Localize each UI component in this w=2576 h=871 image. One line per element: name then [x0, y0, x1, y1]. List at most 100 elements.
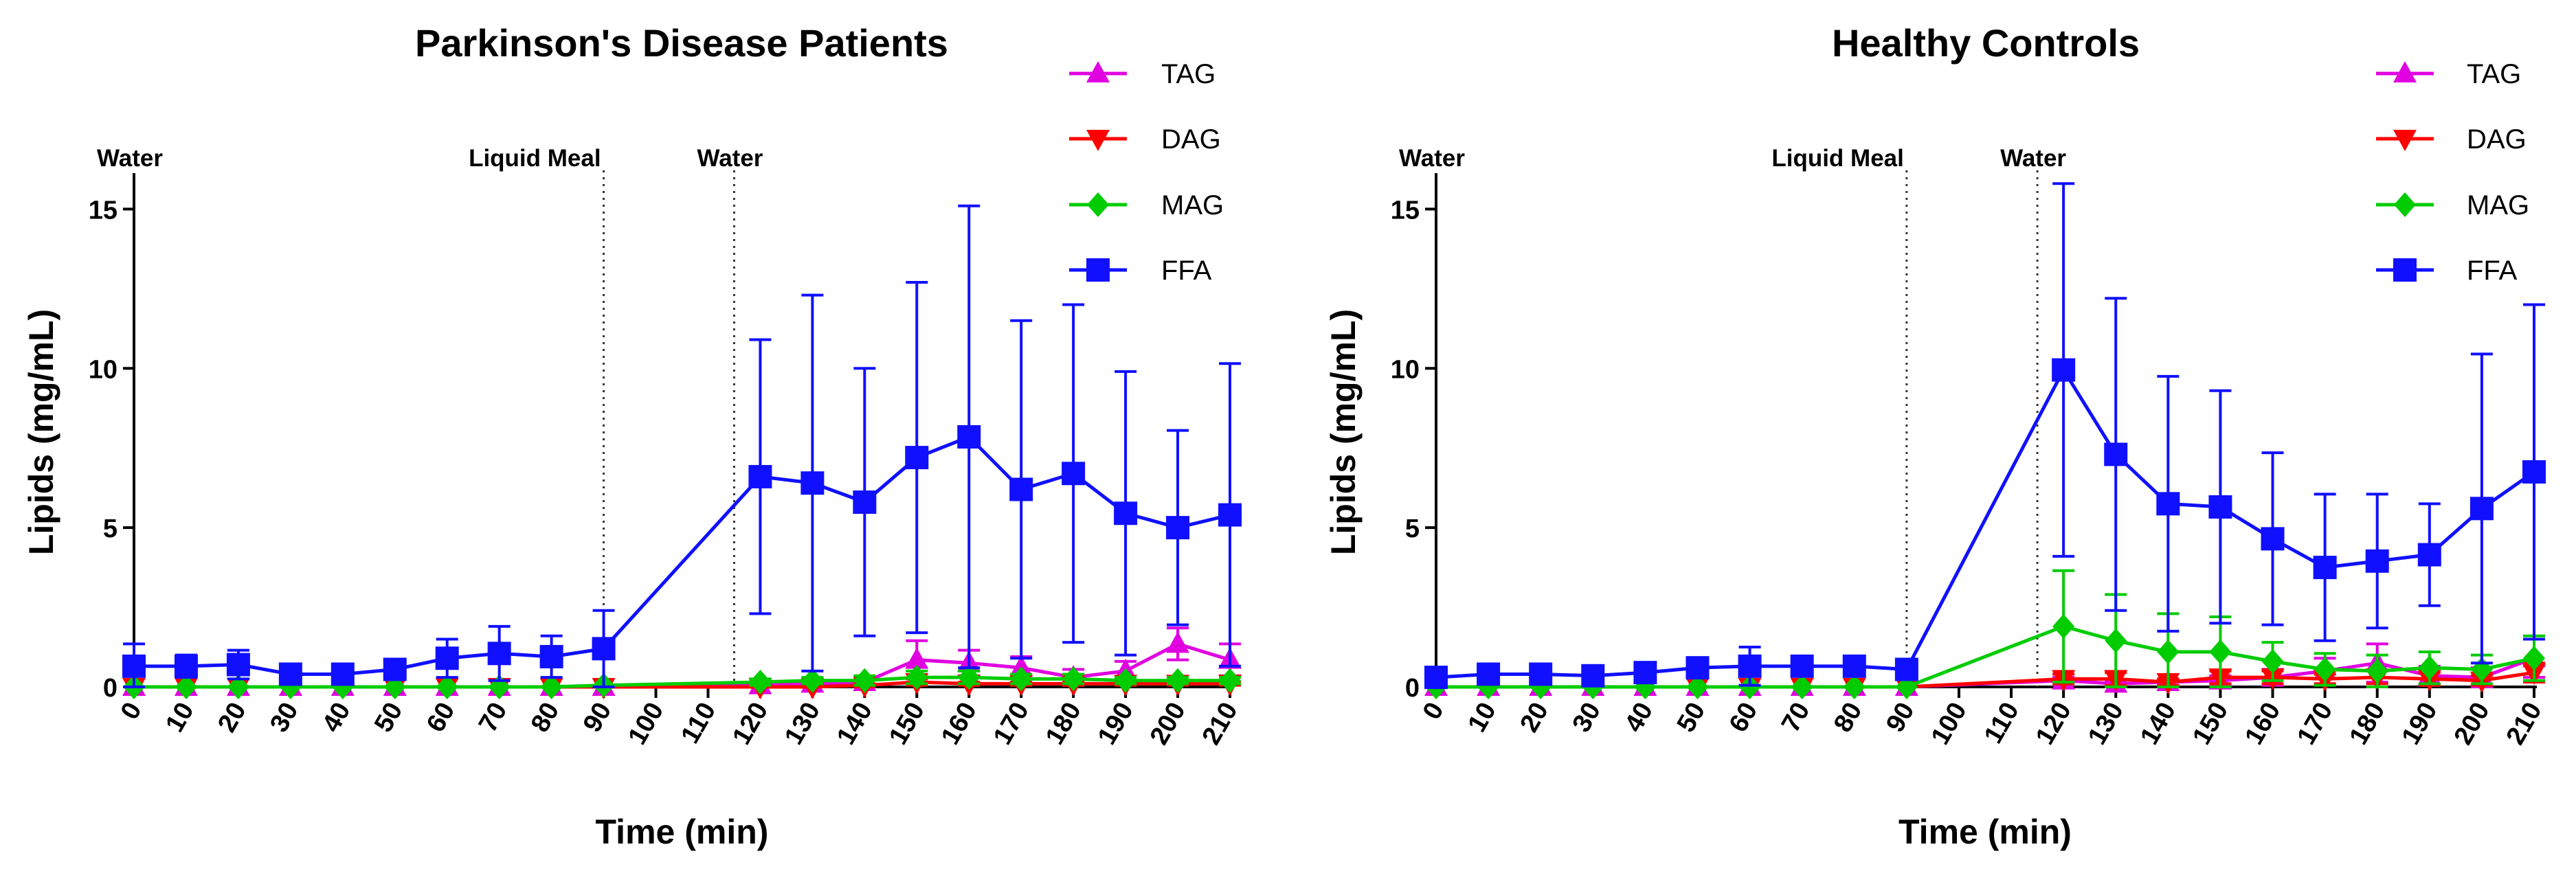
x-tick-label: 0 [1418, 698, 1450, 725]
data-point [748, 464, 772, 488]
x-tick-label: 100 [623, 698, 669, 750]
data-point [2052, 358, 2076, 382]
data-point [2469, 497, 2494, 521]
legend: TAG DAG MAG FFA [1069, 59, 1224, 286]
data-point [383, 657, 407, 681]
y-tick-label: 0 [103, 674, 117, 703]
annotation-label: Liquid Meal [1771, 145, 1904, 172]
data-point [1062, 462, 1086, 486]
series-ffa [122, 204, 1242, 688]
x-tick-label: 170 [988, 698, 1035, 750]
x-tick-label: 60 [421, 698, 461, 738]
data-point [2314, 657, 2336, 682]
y-tick-label: 15 [1391, 196, 1420, 225]
data-point [1843, 675, 1866, 699]
x-axis-label: Time (min) [1899, 813, 2072, 851]
x-tick-label: 50 [1672, 698, 1712, 738]
x-tick-label: 80 [1828, 698, 1868, 738]
data-point [1685, 656, 1710, 680]
chart-title: Parkinson's Disease Patients [415, 21, 948, 65]
data-point [2417, 543, 2441, 567]
data-point [958, 665, 981, 690]
data-point [226, 653, 250, 677]
annotation-label: Water [2000, 145, 2066, 172]
x-tick-label: 20 [1514, 698, 1554, 738]
y-tick-label: 15 [89, 196, 117, 225]
data-point [1009, 655, 1033, 677]
x-tick-label: 10 [160, 698, 200, 738]
data-point [800, 471, 825, 495]
x-tick-label: 60 [1724, 698, 1764, 738]
data-point [487, 642, 511, 666]
data-point [2156, 492, 2180, 516]
x-tick-label: 180 [2344, 698, 2390, 750]
y-tick-label: 10 [1391, 355, 1420, 384]
y-tick-label: 10 [89, 355, 117, 384]
y-tick-label: 0 [1405, 674, 1420, 703]
data-point [122, 654, 146, 678]
data-point [1062, 666, 1085, 692]
x-tick-label: 200 [2449, 698, 2496, 750]
data-point [1114, 501, 1138, 525]
x-tick-label: 110 [1979, 698, 2025, 749]
y-axis-label: Lipids (mg/mL) [1324, 309, 1363, 555]
legend-label: TAG [1161, 59, 1216, 89]
data-point [1166, 516, 1190, 540]
data-point [1477, 662, 1501, 686]
data-point [174, 654, 198, 678]
x-tick-label: 150 [884, 698, 930, 750]
data-point [905, 647, 929, 669]
legend-marker [2394, 192, 2416, 217]
data-point [1581, 664, 1605, 688]
data-point [957, 425, 981, 449]
legend-marker [1086, 258, 1110, 282]
legend-label: MAG [2467, 190, 2529, 220]
x-tick-label: 90 [1881, 698, 1920, 738]
data-point [2522, 460, 2546, 484]
annotation-label: Water [1399, 145, 1465, 172]
x-tick-label: 50 [369, 698, 409, 738]
data-point [2365, 549, 2389, 573]
x-tick-label: 120 [727, 698, 774, 750]
x-tick-label: 150 [2187, 698, 2234, 750]
series-mag [123, 665, 1241, 699]
data-point [435, 646, 459, 670]
data-point [436, 675, 458, 699]
data-point [227, 675, 249, 699]
data-point [1633, 661, 1657, 685]
y-axis-label: Lipids (mg/mL) [22, 309, 60, 555]
x-tick-label: 70 [1776, 698, 1816, 738]
data-point [1218, 503, 1242, 527]
legend-marker [2393, 258, 2417, 282]
x-tick-label: 160 [2239, 698, 2286, 750]
x-tick-label: 40 [1620, 698, 1659, 738]
x-tick-label: 110 [675, 698, 721, 749]
data-point [2208, 495, 2232, 519]
x-tick-label: 140 [2135, 698, 2182, 750]
legend-label: MAG [1161, 190, 1224, 220]
data-point [853, 490, 877, 514]
data-point [2313, 556, 2337, 580]
x-tick-label: 120 [2030, 698, 2077, 750]
legend-marker [2393, 61, 2417, 82]
data-point [906, 665, 928, 690]
x-tick-label: 30 [1567, 698, 1607, 738]
x-tick-label: 190 [2397, 698, 2443, 750]
x-tick-label: 170 [2292, 698, 2338, 750]
data-point [2104, 442, 2128, 466]
data-point [1529, 662, 1553, 686]
x-tick-label: 0 [115, 698, 148, 725]
x-tick-label: 90 [578, 698, 618, 738]
data-point [1166, 631, 1190, 653]
data-point [2418, 655, 2441, 681]
data-point [1842, 654, 1866, 678]
data-point [1010, 666, 1033, 692]
data-point [1790, 654, 1814, 678]
data-point [1791, 675, 1813, 699]
x-tick-label: 40 [317, 698, 357, 738]
legend-label: TAG [2467, 59, 2521, 89]
y-tick-label: 5 [1405, 514, 1420, 543]
